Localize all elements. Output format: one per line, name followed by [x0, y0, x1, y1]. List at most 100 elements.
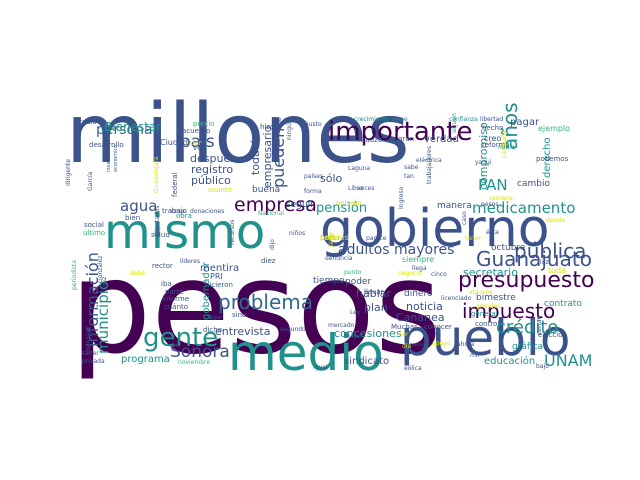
cloud-word: Nacional: [258, 210, 284, 217]
cloud-word: pesos: [481, 201, 498, 208]
cloud-word: privada: [82, 358, 105, 365]
cloud-word: todavía: [249, 134, 262, 175]
cloud-word: rector: [152, 262, 173, 270]
cloud-word: negocio: [398, 270, 422, 277]
cloud-word: yaqui: [475, 159, 492, 166]
cloud-word: donaciones: [190, 208, 224, 215]
cloud-word: manera: [437, 201, 472, 211]
cloud-word: pública: [514, 239, 586, 263]
cloud-word: dar: [190, 139, 202, 147]
cloud-word: países: [304, 173, 323, 180]
cloud-word: confianza: [449, 116, 478, 123]
cloud-word: poder: [345, 277, 371, 287]
cloud-word: mayor: [344, 333, 364, 340]
cloud-word: mil: [470, 352, 480, 359]
cloud-word: hablar: [356, 287, 391, 300]
cloud-word: adultos mayores: [338, 242, 454, 258]
cloud-word: grandes: [476, 303, 500, 310]
cloud-word: semana: [489, 195, 513, 202]
cloud-word: leer: [397, 331, 409, 338]
cloud-word: último: [83, 229, 105, 237]
cloud-word: eólica: [404, 365, 422, 372]
cloud-word: económico: [112, 145, 119, 172]
cloud-word: periodista: [71, 260, 78, 290]
cloud-word: pesos: [70, 234, 442, 383]
cloud-word: fue: [276, 117, 283, 127]
cloud-word: dirigente: [65, 159, 72, 186]
cloud-word: mismo: [104, 204, 265, 260]
cloud-word: PRI: [210, 272, 223, 281]
cloud-word: sino: [232, 311, 246, 319]
cloud-word: acuerdo: [182, 127, 210, 135]
cloud-word: sólo: [320, 172, 343, 185]
cloud-word: UNAM: [544, 351, 592, 370]
cloud-word: elección: [538, 331, 567, 339]
cloud-word: gente: [143, 323, 218, 353]
cloud-word: gráfica: [512, 342, 543, 352]
cloud-word: años: [498, 102, 522, 150]
cloud-word: millones: [66, 87, 410, 182]
cloud-word: cambio: [517, 179, 550, 189]
cloud-word: González: [97, 256, 104, 283]
cloud-word: ningún: [286, 119, 293, 140]
cloud-word: iba: [161, 280, 172, 288]
cloud-word: información: [83, 252, 102, 347]
cloud-word: impuesto: [462, 299, 555, 323]
cloud-word: diez: [261, 257, 276, 265]
cloud-word: medicamento: [472, 199, 575, 217]
cloud-word: persona: [96, 122, 153, 138]
cloud-word: precios: [320, 233, 349, 242]
cloud-word: Cananea: [396, 311, 445, 324]
cloud-word: contrato: [544, 299, 582, 309]
cloud-word: siguen: [451, 113, 458, 133]
cloud-word: pueden: [269, 128, 288, 188]
cloud-word: dijo: [269, 239, 276, 250]
cloud-word: eléctrica: [416, 157, 442, 164]
cloud-word: Krauze: [358, 136, 382, 144]
cloud-word: gran: [398, 135, 414, 143]
cloud-word: PAN: [478, 176, 508, 194]
cloud-word: hizo: [260, 123, 274, 131]
cloud-word: público: [191, 174, 231, 187]
cloud-word: precio: [193, 120, 215, 128]
cloud-word: pueblo: [400, 309, 570, 367]
cloud-word: debe: [130, 270, 145, 277]
cloud-word: líderes: [180, 258, 200, 265]
cloud-word: justo: [306, 121, 322, 128]
cloud-word: parece: [366, 235, 387, 242]
cloud-word: hecho: [482, 124, 503, 132]
cloud-word: trabajadores: [426, 146, 433, 184]
cloud-word: libertad: [480, 116, 503, 123]
cloud-word: conocer: [424, 323, 452, 331]
cloud-word: bimestre: [476, 293, 516, 303]
cloud-word: mercado: [328, 322, 355, 329]
cloud-word: forma: [304, 188, 322, 195]
cloud-word: federal: [171, 172, 179, 197]
cloud-word: hicieron: [205, 281, 233, 289]
cloud-word: reforma: [482, 141, 510, 149]
cloud-word: registro: [191, 163, 233, 176]
cloud-word: entrevista: [215, 325, 270, 338]
cloud-word: cada: [320, 233, 339, 242]
cloud-word: asunto: [208, 186, 232, 194]
cloud-word: dinero: [404, 289, 433, 299]
cloud-word: campaña: [501, 130, 508, 158]
cloud-word: nadie: [498, 144, 515, 151]
cloud-word: mensaje: [85, 327, 92, 353]
cloud-word: medio: [228, 324, 384, 382]
cloud-word: igual: [313, 364, 328, 371]
cloud-word: gobierno: [320, 199, 550, 259]
cloud-word: Guanajuato: [476, 247, 592, 271]
cloud-word: Sonora: [170, 342, 230, 362]
cloud-word: licenciado: [441, 295, 472, 302]
cloud-word: trabajo: [162, 207, 187, 215]
cloud-word: bajo: [536, 363, 549, 370]
cloud-word: tener: [465, 235, 482, 242]
cloud-word: García: [87, 171, 94, 191]
cloud-word: creo: [484, 134, 501, 143]
cloud-word: crecimiento viene: [354, 116, 408, 123]
cloud-word: ejemplo: [538, 124, 570, 133]
cloud-word: niños: [289, 230, 305, 237]
cloud-word: presupuesto: [458, 268, 594, 293]
